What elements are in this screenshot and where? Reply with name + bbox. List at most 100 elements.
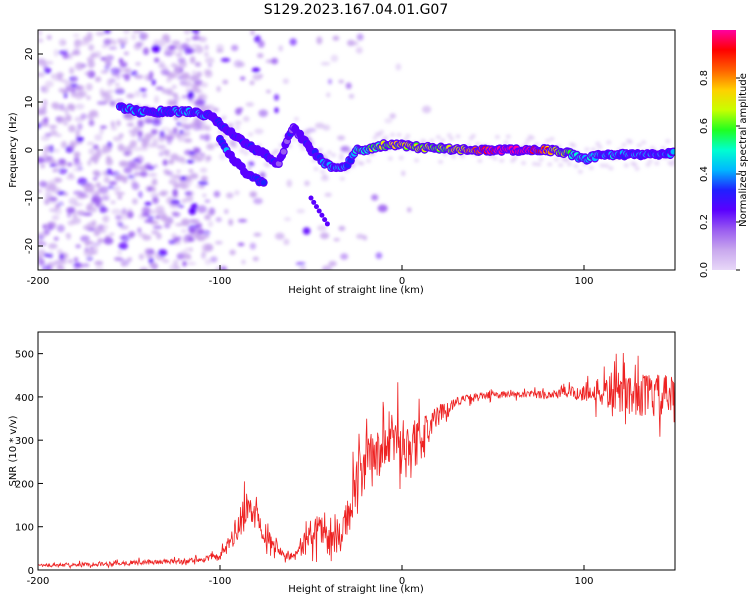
noise-blob bbox=[101, 196, 110, 201]
noise-blob bbox=[173, 183, 181, 189]
noise-blob bbox=[52, 148, 60, 153]
noise-blob bbox=[247, 161, 255, 167]
halo-blob bbox=[634, 166, 640, 171]
noise-blob bbox=[38, 232, 47, 239]
noise-blob bbox=[135, 155, 144, 164]
noise-blob bbox=[147, 215, 155, 221]
noise-blob bbox=[355, 46, 363, 54]
spectrogram-noise bbox=[38, 30, 675, 270]
noise-blob bbox=[38, 249, 47, 257]
noise-blob bbox=[87, 160, 92, 166]
noise-blob bbox=[172, 211, 181, 217]
noise-blob bbox=[132, 30, 143, 34]
halo-blob bbox=[636, 143, 642, 148]
noise-blob bbox=[137, 120, 144, 128]
noise-blob bbox=[119, 63, 128, 68]
noise-blob bbox=[99, 186, 109, 194]
noise-blob bbox=[135, 61, 141, 66]
streak-blob bbox=[311, 199, 317, 205]
noise-blob bbox=[96, 147, 101, 155]
noise-blob bbox=[84, 71, 93, 76]
noise-blob bbox=[207, 220, 214, 228]
halo-blob bbox=[512, 156, 518, 161]
noise-blob bbox=[75, 129, 81, 138]
noise-blob bbox=[131, 146, 142, 152]
noise-blob bbox=[229, 249, 236, 256]
noise-blob bbox=[72, 33, 80, 38]
noise-blob bbox=[140, 32, 149, 40]
noise-blob bbox=[201, 247, 208, 255]
halo-blob bbox=[438, 159, 444, 164]
noise-blob bbox=[168, 159, 175, 165]
noise-blob bbox=[115, 98, 124, 103]
noise-blob bbox=[92, 170, 101, 176]
noise-blob bbox=[62, 192, 69, 196]
noise-blob bbox=[44, 67, 52, 74]
halo-blob bbox=[470, 133, 476, 138]
noise-blob bbox=[302, 227, 311, 235]
branch-blob-core bbox=[260, 179, 267, 186]
noise-blob bbox=[66, 211, 72, 218]
noise-blob bbox=[113, 256, 122, 261]
noise-blob bbox=[54, 105, 59, 111]
noise-blob bbox=[177, 204, 185, 208]
noise-blob bbox=[162, 34, 170, 41]
noise-blob bbox=[384, 118, 393, 124]
noise-blob bbox=[160, 68, 170, 76]
noise-blob bbox=[351, 41, 359, 46]
noise-blob bbox=[51, 187, 62, 194]
noise-blob bbox=[56, 116, 64, 124]
noise-blob bbox=[223, 208, 229, 214]
noise-blob bbox=[337, 135, 346, 141]
colorbar-tick-label: 0.6 bbox=[699, 118, 710, 134]
noise-blob bbox=[196, 236, 206, 241]
halo-blob bbox=[606, 140, 612, 145]
colorbar-tick-label: 0.4 bbox=[699, 166, 710, 182]
halo-blob bbox=[320, 169, 326, 174]
spectrogram-y-tick-label: -10 bbox=[24, 190, 35, 206]
noise-blob bbox=[213, 190, 221, 198]
noise-blob bbox=[110, 200, 116, 205]
halo-blob bbox=[628, 140, 634, 145]
noise-blob bbox=[314, 122, 325, 129]
halo-blob bbox=[383, 135, 389, 140]
noise-blob bbox=[38, 258, 45, 266]
streak-blob bbox=[322, 217, 328, 223]
noise-blob bbox=[319, 232, 330, 240]
halo-blob bbox=[571, 143, 577, 148]
noise-blob bbox=[53, 49, 59, 57]
colorbar-tick-label: 0.8 bbox=[699, 70, 710, 86]
halo-blob bbox=[566, 162, 572, 167]
noise-blob bbox=[212, 107, 219, 113]
noise-blob bbox=[186, 159, 195, 164]
noise-blob bbox=[202, 193, 207, 198]
halo-blob bbox=[359, 161, 365, 166]
noise-blob bbox=[73, 156, 80, 164]
noise-blob bbox=[88, 44, 95, 51]
noise-blob bbox=[137, 130, 143, 138]
noise-blob bbox=[134, 74, 144, 79]
noise-blob bbox=[40, 163, 46, 169]
noise-blob bbox=[340, 253, 349, 260]
halo-blob bbox=[492, 156, 498, 161]
noise-blob bbox=[239, 76, 246, 81]
noise-blob bbox=[266, 89, 271, 94]
noise-blob bbox=[43, 116, 49, 123]
halo-blob bbox=[595, 141, 601, 146]
noise-blob bbox=[51, 162, 61, 167]
snr-y-tick-label: 300 bbox=[15, 436, 34, 447]
noise-blob bbox=[179, 123, 189, 128]
halo-blob bbox=[599, 163, 605, 168]
noise-blob bbox=[246, 166, 252, 172]
noise-blob bbox=[215, 265, 221, 270]
noise-blob bbox=[40, 123, 49, 127]
noise-blob bbox=[129, 132, 135, 137]
noise-blob bbox=[144, 119, 154, 124]
halo-blob bbox=[429, 138, 435, 143]
noise-blob bbox=[75, 210, 86, 215]
noise-blob bbox=[283, 238, 290, 246]
noise-blob bbox=[204, 125, 211, 131]
noise-blob bbox=[204, 44, 209, 51]
noise-blob bbox=[104, 89, 115, 94]
noise-blob bbox=[183, 80, 193, 88]
